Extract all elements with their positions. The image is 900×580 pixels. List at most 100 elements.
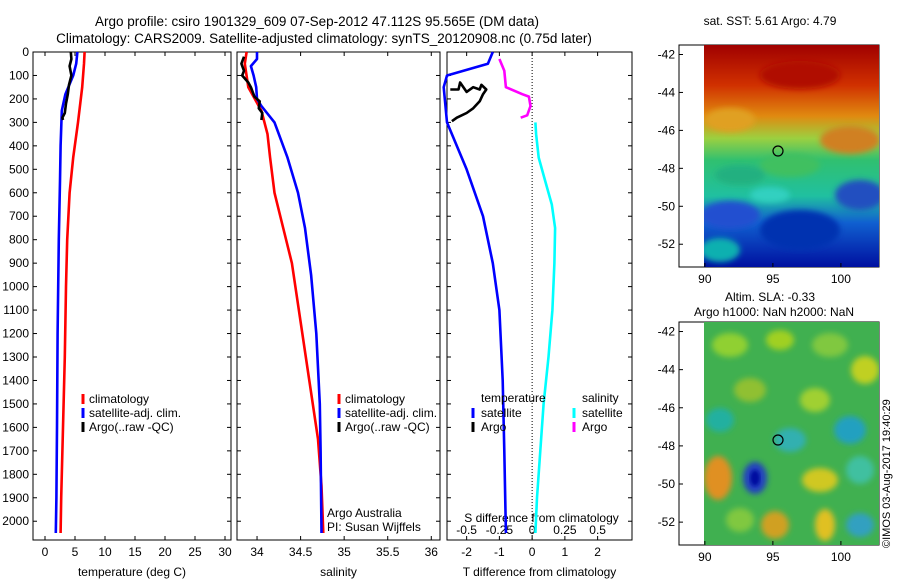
- legend-label: satellite: [582, 406, 623, 420]
- xtick-label: 36: [425, 545, 439, 559]
- s-axis-tick-label: -0.25: [486, 523, 514, 537]
- sla-map-title-line2: Argo h1000: NaN h2000: NaN: [694, 305, 854, 319]
- sst-map-title: sat. SST: 5.61 Argo: 4.79: [704, 14, 837, 28]
- ytick-label: 600: [9, 186, 29, 200]
- ytick-label: 900: [9, 256, 29, 270]
- annotation-line1: Argo Australia: [327, 506, 402, 520]
- plot-frame-1: [236, 51, 441, 541]
- x-axis-label: temperature (deg C): [78, 565, 186, 579]
- s-axis-tick-label: 0.25: [553, 523, 577, 537]
- map-ytick-label: -50: [658, 199, 676, 213]
- map-ytick-label: -46: [658, 123, 676, 137]
- ytick-label: 700: [9, 209, 29, 223]
- map-ytick-label: -44: [658, 85, 676, 99]
- legend-label: Argo: [582, 420, 608, 434]
- legend-title-salinity: salinity: [582, 391, 619, 405]
- map-xtick-label: 100: [831, 550, 851, 564]
- sla-map-axes: -42 -44 -46 -48 -50 -52 90 95 100: [658, 325, 852, 564]
- ytick-label: 500: [9, 162, 29, 176]
- ytick-label: 1000: [2, 280, 29, 294]
- xtick-label: -2: [461, 545, 472, 559]
- map-ytick-label: -48: [658, 161, 676, 175]
- difference-panel: -2 -1 0 1 2 T difference from climatology -0.5…: [442, 51, 633, 579]
- ytick-label: 300: [9, 115, 29, 129]
- legend-label: Argo(..raw -QC): [345, 420, 430, 434]
- figure-title-line1: Argo profile: csiro 1901329_609 07-Sep-2…: [95, 14, 539, 29]
- xtick-label: 30: [218, 545, 232, 559]
- annotation-line2: PI: Susan Wijffels: [327, 520, 421, 534]
- profile-location-marker-sst: [772, 145, 784, 157]
- sst-map-axes: -42 -44 -46 -48 -50 -52 90 95 100: [658, 47, 852, 286]
- s-axis-label: S difference from climatology: [464, 511, 619, 525]
- ytick-label: 1500: [2, 397, 29, 411]
- series-climatology: [243, 51, 325, 534]
- map-ytick-label: -48: [658, 439, 676, 453]
- ytick-label: 1100: [3, 303, 29, 317]
- salinity-panel: 34 34.5 35 35.5 36 salinity climatologysatelli…: [236, 51, 441, 579]
- legend-label: climatology: [89, 392, 149, 406]
- series-s-argo: [498, 58, 532, 119]
- sla-map-panel: Altim. SLA: -0.33 Argo h1000: NaN h2000:…: [658, 290, 880, 564]
- map-ytick-label: -44: [658, 363, 676, 377]
- series-argo-raw-qc-: [61, 51, 73, 121]
- ytick-label: 1700: [2, 444, 29, 458]
- series-s-satellite: [534, 122, 557, 534]
- temperature-panel: 0 100 200 300 400 500 600 700 800 900 1000 1100 1200…: [2, 45, 232, 579]
- xtick-label: 20: [158, 545, 172, 559]
- ytick-label: 200: [9, 92, 29, 106]
- xtick-label: 35: [337, 545, 351, 559]
- profile-location-marker-sla: [772, 434, 784, 446]
- map-ytick-label: -42: [658, 47, 676, 61]
- ytick-label: 1600: [2, 420, 29, 434]
- s-axis-tick-label: -0.5: [456, 523, 477, 537]
- legend-label: satellite-adj. clim.: [345, 406, 437, 420]
- series-argo-raw-qc-: [240, 56, 264, 121]
- ytick-label: 800: [9, 233, 29, 247]
- map-ytick-label: -50: [658, 477, 676, 491]
- xtick-label: 34.5: [289, 545, 313, 559]
- xtick-label: 25: [188, 545, 202, 559]
- map-xtick-label: 100: [831, 272, 851, 286]
- ytick-label: 400: [9, 139, 29, 153]
- map-xtick-label: 95: [766, 272, 780, 286]
- map-xtick-label: 90: [698, 272, 712, 286]
- s-axis-tick-label: 0.5: [589, 523, 606, 537]
- x-axis-label: T difference from climatology: [463, 565, 617, 579]
- xtick-label: 35.5: [376, 545, 400, 559]
- x-axis-label: salinity: [320, 565, 357, 579]
- series-satellite-adj-clim-: [54, 51, 79, 534]
- ytick-label: 1900: [2, 491, 29, 505]
- ytick-label: 100: [9, 68, 29, 82]
- ytick-label: 1400: [2, 373, 29, 387]
- ytick-label: 1200: [2, 327, 29, 341]
- ytick-label: 1800: [2, 467, 29, 481]
- sst-map-panel: sat. SST: 5.61 Argo: 4.79 -42 -44 -46 -48 -5…: [658, 14, 880, 286]
- legend-label: climatology: [345, 392, 405, 406]
- map-xtick-label: 90: [698, 550, 712, 564]
- ytick-label: 2000: [2, 514, 29, 528]
- sst-heatmap: [704, 45, 879, 267]
- ytick-label: 0: [22, 45, 29, 59]
- xtick-label: 0: [529, 545, 536, 559]
- series-satellite-adj-clim-: [249, 52, 323, 534]
- xtick-label: 34: [250, 545, 264, 559]
- map-ytick-label: -52: [658, 515, 676, 529]
- series-climatology: [59, 51, 86, 534]
- xtick-label: 10: [98, 545, 112, 559]
- series-t-argo: [450, 81, 488, 123]
- sla-heatmap: [704, 322, 879, 545]
- map-xtick-label: 95: [766, 550, 780, 564]
- xtick-label: -1: [494, 545, 505, 559]
- map-ytick-label: -42: [658, 325, 676, 339]
- legend-label: satellite-adj. clim.: [89, 406, 181, 420]
- xtick-label: 2: [594, 545, 601, 559]
- imos-watermark: ©IMOS 03-Aug-2017 19:40:29: [881, 399, 893, 548]
- map-ytick-label: -46: [658, 401, 676, 415]
- xtick-label: 15: [128, 545, 142, 559]
- figure-title-line2: Climatology: CARS2009. Satellite-adjuste…: [56, 31, 592, 46]
- map-ytick-label: -52: [658, 237, 676, 251]
- xtick-label: 1: [562, 545, 569, 559]
- xtick-label: 5: [72, 545, 79, 559]
